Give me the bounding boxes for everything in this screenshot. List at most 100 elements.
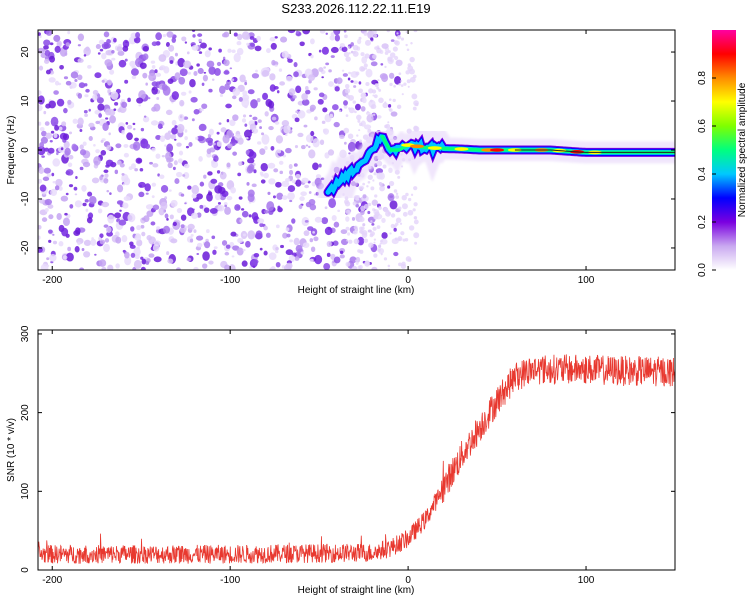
noise-speckle [389,52,396,58]
noise-speckle [275,181,282,188]
noise-speckle [94,72,102,79]
noise-speckle [62,255,68,260]
noise-speckle [168,44,175,52]
noise-speckle [147,97,151,100]
noise-speckle [54,185,60,191]
noise-speckle [186,51,190,55]
noise-speckle [376,47,382,54]
noise-speckle [88,136,93,141]
noise-speckle [111,57,116,61]
noise-speckle [358,139,363,143]
noise-speckle [48,229,53,234]
noise-speckle [349,256,357,264]
noise-speckle [255,230,263,240]
noise-speckle [132,122,136,126]
noise-speckle [211,78,215,81]
noise-speckle [345,261,351,267]
noise-speckle [188,90,192,94]
noise-speckle [294,256,300,261]
noise-speckle [350,80,354,83]
noise-speckle [410,42,413,45]
noise-speckle [115,143,122,149]
noise-speckle [119,209,122,212]
noise-speckle [124,58,128,62]
noise-speckle [413,232,420,239]
noise-speckle [150,60,156,64]
noise-speckle [167,258,174,264]
noise-speckle [202,74,208,82]
noise-speckle [46,257,50,261]
noise-speckle [355,103,361,111]
noise-speckle [55,178,63,187]
noise-speckle [104,238,110,243]
noise-speckle [107,264,114,270]
noise-speckle [364,261,370,267]
noise-speckle [364,39,371,46]
noise-speckle [363,124,372,130]
noise-speckle [157,173,160,177]
noise-speckle [270,266,276,270]
noise-speckle [407,85,410,88]
noise-speckle [345,216,350,222]
noise-speckle [219,171,227,180]
noise-speckle [155,153,161,159]
noise-speckle [144,183,151,192]
noise-speckle [353,225,358,230]
noise-speckle [152,204,160,211]
noise-speckle [197,67,204,74]
noise-speckle [303,124,308,128]
noise-speckle [114,212,122,219]
noise-speckle [84,94,89,98]
noise-speckle [151,41,158,47]
noise-speckle [178,76,186,85]
noise-speckle [374,194,378,198]
noise-speckle [203,71,207,74]
noise-speckle [386,30,390,33]
snr-y-tick-label: 200 [20,404,31,421]
noise-speckle [208,66,216,75]
noise-speckle [103,43,111,49]
noise-speckle [174,72,181,80]
noise-speckle [345,209,351,215]
noise-speckle [247,193,255,203]
snr-y-tick-label: 0 [20,567,31,573]
noise-speckle [122,183,126,186]
noise-speckle [134,168,138,172]
noise-speckle [295,110,299,114]
noise-speckle [384,65,387,69]
chart-title: S233.2026.112.22.11.E19 [281,1,430,16]
noise-speckle [339,250,344,255]
noise-speckle [389,82,393,87]
noise-speckle [218,48,222,53]
noise-speckle [395,59,403,67]
noise-speckle [38,178,43,184]
noise-speckle [266,48,271,54]
noise-speckle [168,157,174,162]
noise-speckle [44,58,50,64]
noise-speckle [203,207,210,213]
noise-speckle [344,34,348,39]
noise-speckle [133,144,138,149]
noise-speckle [348,239,353,244]
noise-speckle [197,33,203,37]
snr-x-tick-label: 100 [578,575,595,586]
noise-speckle [377,248,381,252]
noise-speckle [285,227,290,232]
noise-speckle [161,84,168,91]
noise-speckle [288,88,296,96]
noise-speckle [329,35,336,41]
noise-speckle [321,76,324,79]
noise-speckle [82,202,87,207]
noise-speckle [178,113,185,122]
noise-speckle [388,167,393,174]
noise-speckle [124,256,132,266]
noise-speckle [259,247,263,251]
noise-speckle [100,150,107,156]
noise-speckle [376,225,381,229]
noise-speckle [56,40,62,48]
noise-speckle [360,66,366,72]
noise-speckle [146,210,154,217]
noise-speckle [351,217,356,221]
noise-speckle [59,64,64,70]
noise-speckle [359,216,365,223]
